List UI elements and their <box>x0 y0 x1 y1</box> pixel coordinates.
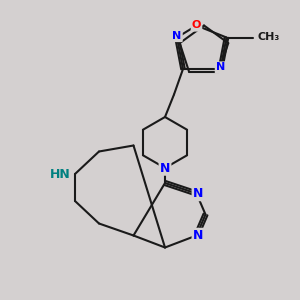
Text: O: O <box>192 20 201 31</box>
Text: N: N <box>193 229 203 242</box>
Text: N: N <box>216 62 225 73</box>
Text: N: N <box>160 161 170 175</box>
Text: HN: HN <box>50 167 70 181</box>
Text: N: N <box>193 187 203 200</box>
Text: N: N <box>172 31 182 41</box>
Text: CH₃: CH₃ <box>258 32 280 43</box>
